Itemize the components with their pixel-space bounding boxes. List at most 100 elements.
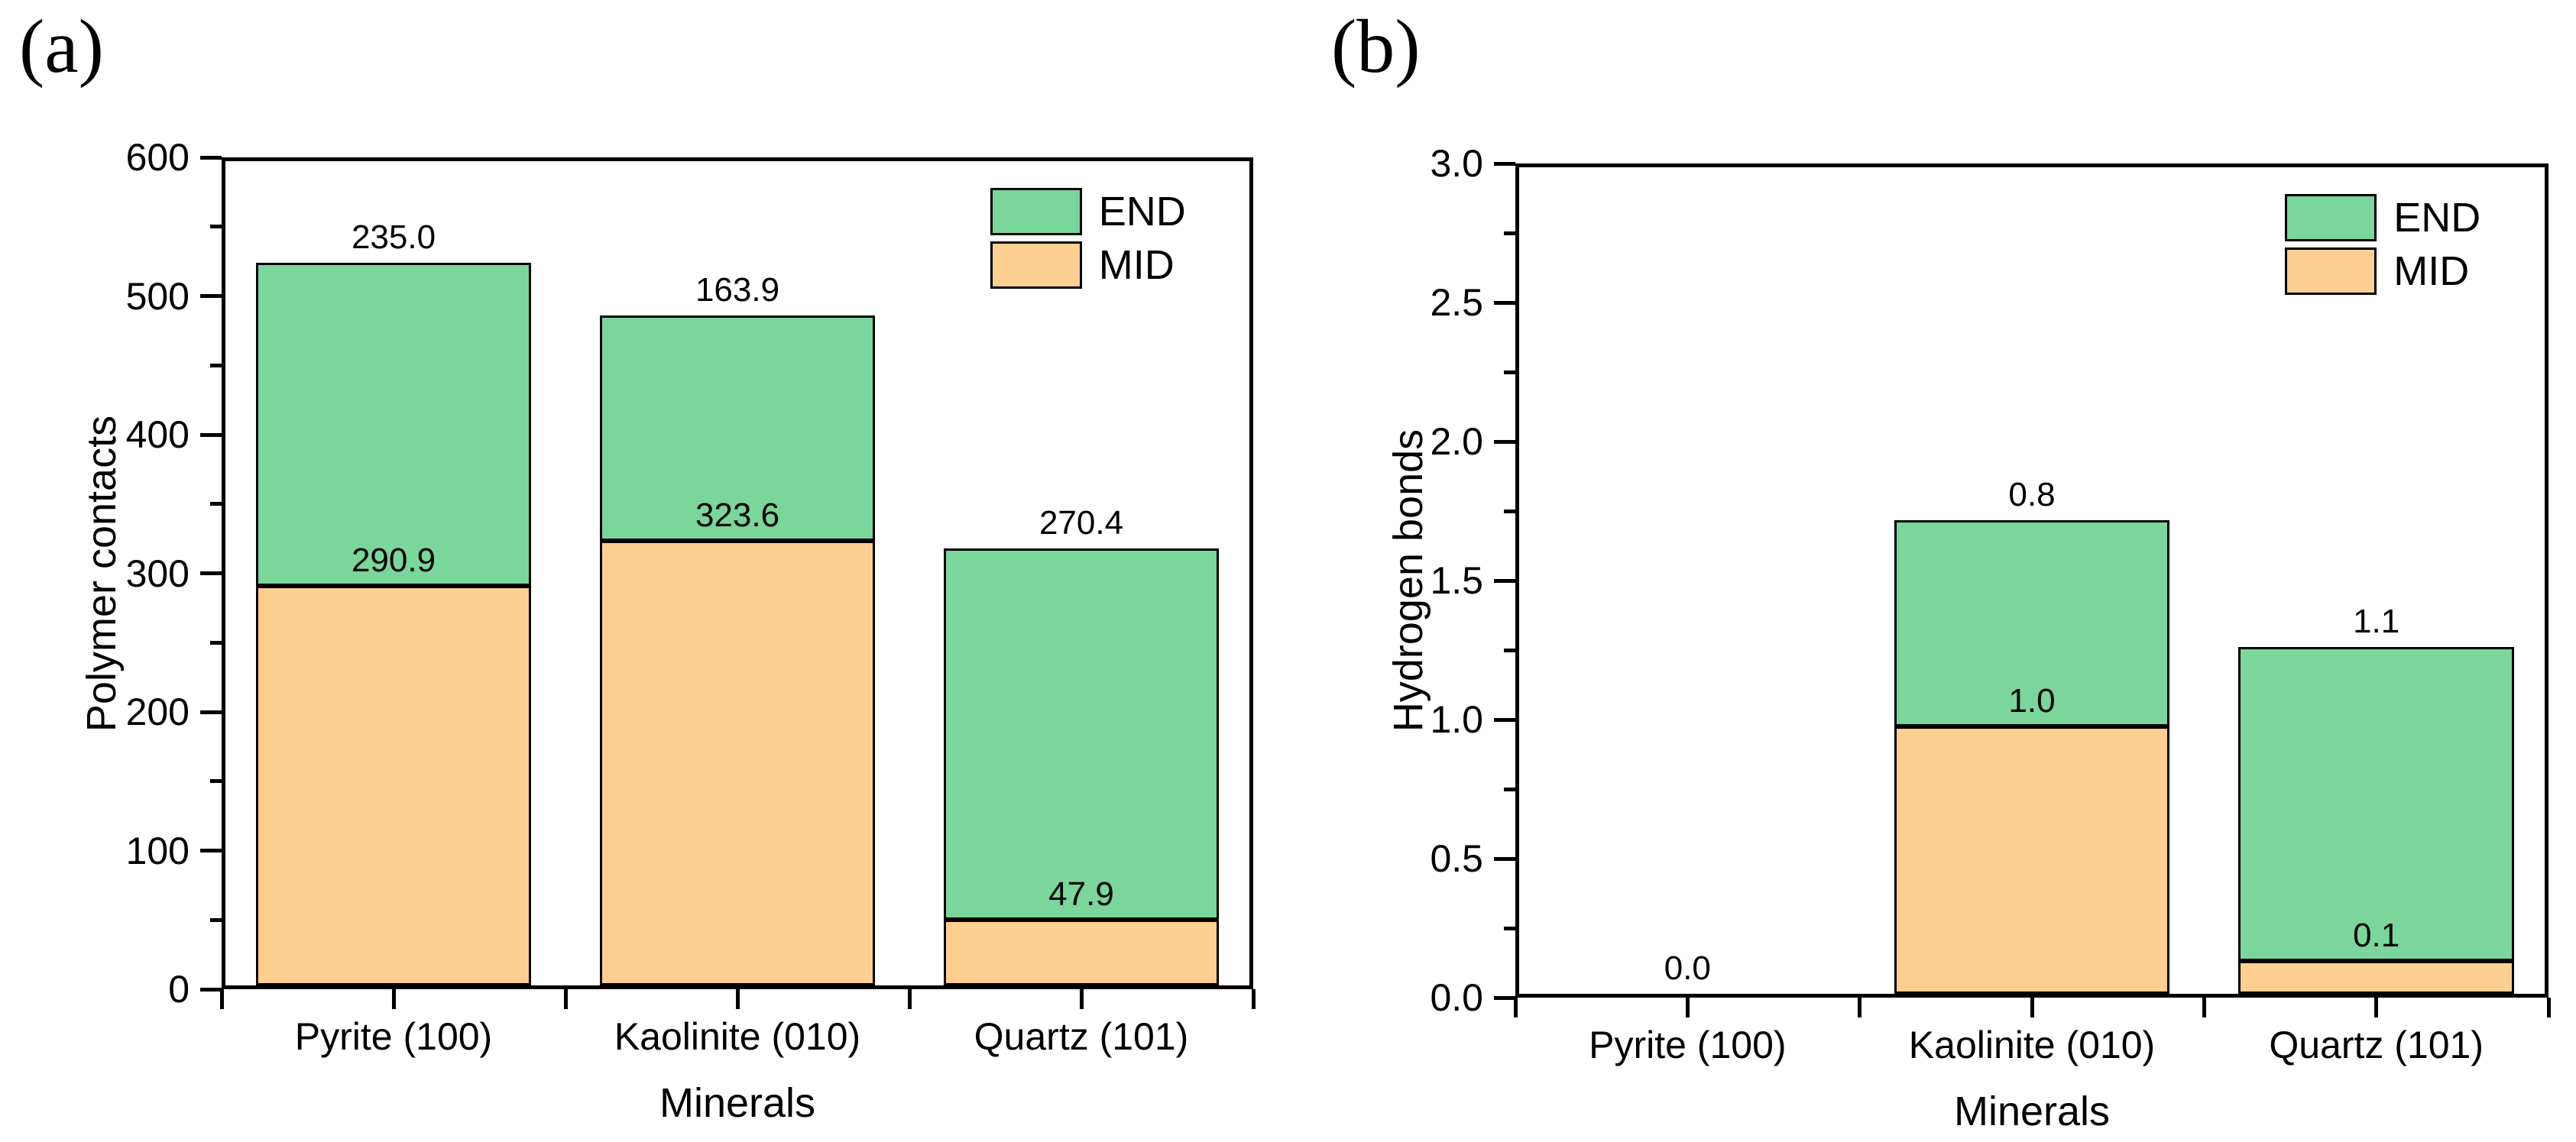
bar-segment-mid-0 xyxy=(256,585,531,985)
value-label-mid: 0.1 xyxy=(2353,916,2400,954)
x-tick xyxy=(2030,998,2034,1017)
y-minor-tick xyxy=(210,640,222,645)
legend-entry-end: END xyxy=(2285,194,2480,241)
y-minor-tick xyxy=(210,917,222,922)
x-tick xyxy=(907,989,912,1009)
y-minor-tick xyxy=(1504,370,1515,374)
panel-a-legend: END MID xyxy=(990,188,1186,289)
legend-entry-mid: MID xyxy=(2285,247,2480,295)
x-tick xyxy=(1858,998,1862,1017)
value-label-mid: 1.0 xyxy=(2008,682,2056,720)
x-tick xyxy=(2374,998,2379,1017)
bar-segment-mid-1 xyxy=(600,541,875,985)
x-category-label: Kaolinite (010) xyxy=(1908,1024,2156,1066)
y-major-tick xyxy=(200,710,222,714)
x-category-label: Pyrite (100) xyxy=(294,1015,493,1058)
y-tick-label: 3.0 xyxy=(1430,142,1483,185)
x-category-label: Kaolinite (010) xyxy=(614,1015,861,1058)
y-tick-label: 300 xyxy=(125,552,190,595)
legend-swatch-mid-icon xyxy=(2285,247,2377,295)
value-label-end: 0.8 xyxy=(2008,475,2056,513)
y-minor-tick xyxy=(210,502,222,506)
y-tick-label: 0.5 xyxy=(1430,837,1483,880)
x-tick xyxy=(2546,998,2551,1017)
y-tick-label: 0.0 xyxy=(1430,976,1483,1019)
panel-b-legend: END MID xyxy=(2285,194,2480,295)
x-category-label: Quartz (101) xyxy=(974,1015,1189,1058)
bar-segment-end-1 xyxy=(1894,519,2170,727)
bar-segment-end-2 xyxy=(944,548,1219,920)
y-minor-tick xyxy=(210,225,222,229)
y-minor-tick xyxy=(210,363,222,367)
x-category-label: Quartz (101) xyxy=(2269,1024,2484,1066)
value-label-end: 235.0 xyxy=(351,218,436,257)
legend-label-end: END xyxy=(2393,195,2481,241)
y-tick-label: 200 xyxy=(125,691,190,733)
y-tick-label: 0 xyxy=(168,968,190,1011)
bar-segment-end-1 xyxy=(600,315,875,542)
y-tick-label: 400 xyxy=(125,413,190,456)
bar-segment-mid-2 xyxy=(2238,960,2514,994)
y-major-tick xyxy=(1494,300,1515,305)
legend-entry-mid: MID xyxy=(990,241,1186,289)
value-label-end: 1.1 xyxy=(2353,602,2400,640)
y-major-tick xyxy=(200,849,222,852)
legend-swatch-end-icon xyxy=(2285,194,2377,241)
y-tick-label: 600 xyxy=(125,136,190,179)
y-tick-label: 500 xyxy=(125,274,190,318)
x-tick xyxy=(1079,989,1084,1009)
legend-label-mid: MID xyxy=(1098,242,1175,288)
value-label-mid: 47.9 xyxy=(1048,875,1114,913)
y-major-tick xyxy=(200,571,222,575)
legend-swatch-end-icon xyxy=(990,188,1082,235)
x-tick xyxy=(1513,998,1518,1017)
value-label-end: 163.9 xyxy=(695,271,780,309)
panel-b-x-axis-title: Minerals xyxy=(1953,1089,2111,1134)
bar-segment-end-0 xyxy=(256,263,531,586)
value-label-mid: 290.9 xyxy=(351,541,436,579)
y-tick-label: 2.5 xyxy=(1430,281,1483,324)
panel-a-label: (a) xyxy=(19,4,104,89)
y-minor-tick xyxy=(1504,231,1515,235)
y-major-tick xyxy=(1494,439,1515,444)
y-minor-tick xyxy=(1504,926,1515,930)
legend-label-end: END xyxy=(1098,189,1186,235)
x-tick xyxy=(563,989,568,1009)
x-tick xyxy=(1685,998,1690,1017)
value-label-end: 270.4 xyxy=(1039,503,1124,542)
y-minor-tick xyxy=(1504,648,1515,652)
y-tick-label: 1.0 xyxy=(1430,698,1483,741)
y-tick-label: 2.0 xyxy=(1430,420,1483,463)
y-minor-tick xyxy=(1504,787,1515,791)
x-tick xyxy=(219,989,224,1009)
panel-a-x-axis-title: Minerals xyxy=(659,1080,816,1126)
y-major-tick xyxy=(200,155,222,160)
bar-segment-end-2 xyxy=(2238,646,2514,961)
bar-segment-mid-2 xyxy=(944,919,1219,985)
y-major-tick xyxy=(1494,995,1515,1000)
x-tick xyxy=(1251,989,1256,1009)
legend-entry-end: END xyxy=(990,188,1186,235)
x-category-label: Pyrite (100) xyxy=(1589,1024,1787,1066)
value-label-mid: 323.6 xyxy=(695,497,780,535)
y-major-tick xyxy=(1494,161,1515,166)
y-minor-tick xyxy=(210,779,222,784)
y-major-tick xyxy=(200,987,222,992)
y-major-tick xyxy=(1494,717,1515,722)
value-label-end: 0.0 xyxy=(1664,950,1711,987)
y-major-tick xyxy=(1494,578,1515,583)
legend-swatch-mid-icon xyxy=(990,241,1082,289)
y-tick-label: 1.5 xyxy=(1430,559,1483,602)
y-major-tick xyxy=(1494,856,1515,861)
x-tick xyxy=(2202,998,2206,1017)
y-major-tick xyxy=(200,294,222,298)
y-major-tick xyxy=(200,432,222,437)
y-minor-tick xyxy=(1504,509,1515,513)
legend-label-mid: MID xyxy=(2393,248,2470,294)
x-tick xyxy=(735,989,740,1009)
y-tick-label: 100 xyxy=(125,829,190,872)
x-tick xyxy=(391,989,396,1009)
panel-b-label: (b) xyxy=(1331,4,1421,89)
bar-segment-mid-1 xyxy=(1894,726,2170,994)
